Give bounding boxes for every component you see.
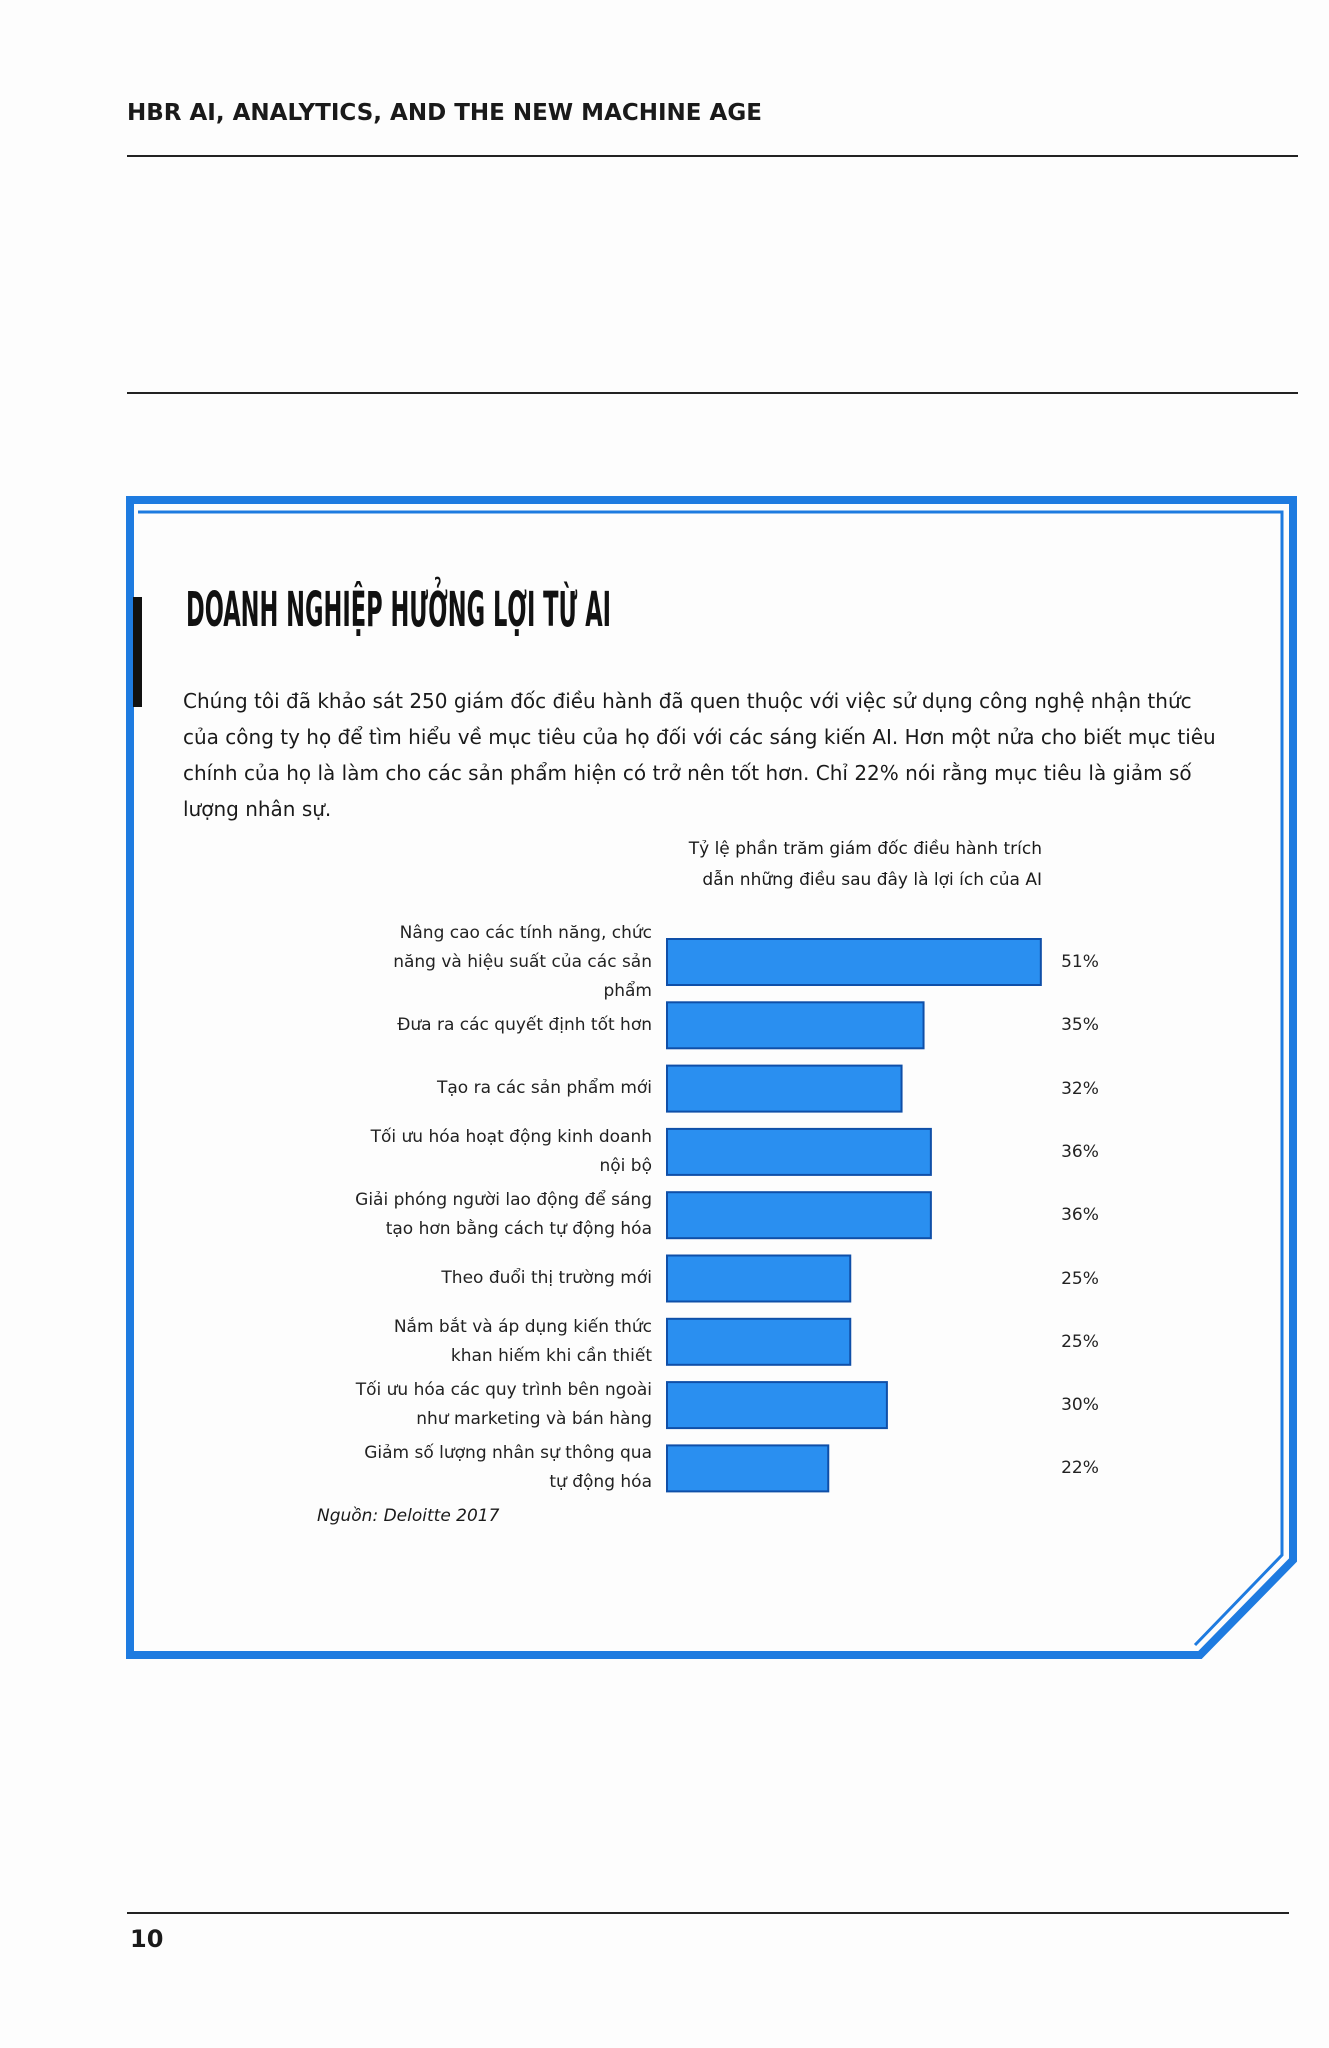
chart-subtitle: Tỷ lệ phần trăm giám đốc điều hành trích… [688,839,1042,890]
category-label: Tạo ra các sản phẩm mới [436,1078,652,1099]
bar [666,1001,925,1050]
box-text: Chúng tôi đã khảo sát 250 giám đốc điều … [183,689,1216,821]
value-label: 25% [1061,1268,1099,1289]
bar [666,1381,888,1430]
value-label: 25% [1061,1331,1099,1352]
header-title: HBR AI, ANALYTICS, AND THE NEW MACHINE A… [127,100,762,126]
value-label: 30% [1061,1395,1099,1416]
bar [666,1317,852,1366]
category-label: Tối ưu hóa hoạt động kinh doanh nội bộ [370,1126,652,1176]
bar [666,1444,830,1493]
category-label: Nâng cao các tính năng, chức năng và hiệ… [393,922,652,1001]
box-title: DOANH NGHIỆP HƯỞNG LỢI TỪ AI [186,576,611,638]
category-label: Giải phóng người lao động để sáng tạo hơ… [355,1190,652,1240]
accent-bar [133,597,142,707]
bar [666,938,1042,986]
value-label: 36% [1061,1141,1099,1162]
bar [666,1064,903,1113]
value-label: 32% [1061,1078,1099,1099]
bar [666,1254,852,1303]
category-label: Tối ưu hóa các quy trình bên ngoài như m… [355,1380,652,1430]
value-label: 35% [1061,1015,1099,1036]
source: Nguồn: Deloitte 2017 [317,1506,500,1526]
bar [666,1191,932,1240]
category-label: Đưa ra các quyết định tốt hơn [397,1014,652,1035]
category-label: Giảm số lượng nhân sự thông qua tự động … [364,1443,652,1493]
box-frame [126,496,1297,1659]
value-label: 51% [1061,952,1099,972]
bar [666,1127,932,1176]
value-label: 22% [1061,1458,1099,1479]
page-number: 10 [130,1925,164,1953]
box-inner-frame [138,510,1284,1647]
value-label: 36% [1061,1205,1099,1226]
category-label: Nắm bắt và áp dụng kiến thức khan hiếm k… [393,1316,652,1366]
category-label: Theo đuổi thị trường mới [441,1268,652,1288]
